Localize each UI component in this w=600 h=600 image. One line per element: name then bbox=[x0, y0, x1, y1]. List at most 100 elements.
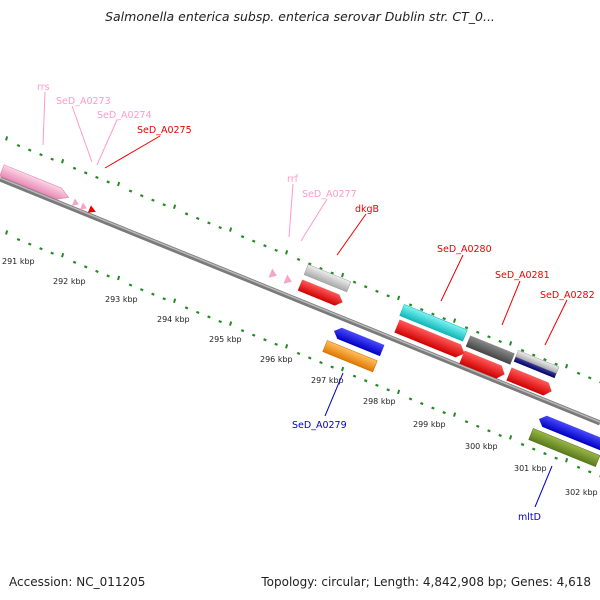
outer-major-tick bbox=[285, 250, 289, 255]
gene-label-rrs[interactable]: rrs bbox=[37, 82, 50, 93]
inner-major-tick bbox=[173, 298, 177, 304]
inner-minor-tick bbox=[464, 420, 469, 424]
inner-minor-tick bbox=[543, 452, 547, 456]
inner-minor-tick bbox=[576, 465, 581, 469]
sed-a0277-feature[interactable] bbox=[283, 274, 293, 286]
gene-label-sed-a0279[interactable]: SeD_A0279 bbox=[292, 420, 347, 431]
inner-minor-tick bbox=[151, 292, 155, 296]
sed-a0282-leader bbox=[544, 299, 568, 346]
inner-minor-tick bbox=[442, 411, 446, 415]
label-leader-lines bbox=[42, 91, 568, 508]
outer-minor-tick bbox=[263, 244, 267, 248]
genome-backbone-highlight bbox=[0, 177, 600, 423]
sed-a0275-feature[interactable] bbox=[87, 205, 97, 215]
inner-major-tick bbox=[453, 412, 457, 417]
inner-minor-tick bbox=[587, 470, 592, 474]
inner-minor-tick bbox=[83, 265, 88, 269]
outer-major-tick bbox=[117, 181, 121, 187]
outer-minor-tick bbox=[352, 280, 357, 284]
sed-a0282-navy-feature[interactable] bbox=[513, 356, 557, 379]
dkgb-feature[interactable] bbox=[297, 279, 345, 307]
kbp-label: 297 kbp bbox=[311, 376, 344, 385]
outer-minor-tick bbox=[576, 371, 581, 375]
inner-minor-tick bbox=[184, 306, 189, 310]
outer-minor-tick bbox=[475, 330, 480, 334]
outer-minor-tick bbox=[498, 339, 502, 343]
outer-minor-tick bbox=[151, 198, 155, 202]
outer-major-tick bbox=[229, 227, 233, 232]
inner-minor-tick bbox=[408, 397, 413, 401]
kbp-label: 301 kbp bbox=[514, 464, 547, 473]
outer-major-tick bbox=[61, 158, 65, 164]
gene-label-sed-a0281[interactable]: SeD_A0281 bbox=[495, 270, 550, 281]
inner-minor-tick bbox=[39, 247, 43, 251]
inner-minor-tick bbox=[386, 388, 390, 392]
inner-minor-tick bbox=[520, 442, 525, 447]
sed-a0279-feature[interactable] bbox=[322, 340, 378, 373]
inner-major-tick bbox=[397, 389, 401, 395]
outer-minor-tick bbox=[128, 189, 133, 193]
inner-major-tick bbox=[229, 321, 233, 326]
kbp-label-group: 291 kbp 292 kbp 293 kbp 294 kbp 295 kbp 296 k… bbox=[2, 257, 598, 497]
outer-minor-tick bbox=[240, 235, 245, 239]
inner-minor-tick bbox=[128, 283, 133, 287]
gene-label-rrf[interactable]: rrf bbox=[287, 174, 299, 185]
gene-label-sed-a0275[interactable]: SeD_A0275 bbox=[137, 125, 192, 136]
inner-minor-tick bbox=[554, 456, 558, 460]
outer-minor-tick bbox=[39, 153, 43, 157]
gene-label-sed-a0282[interactable]: SeD_A0282 bbox=[540, 290, 595, 301]
gene-label-sed-a0277[interactable]: SeD_A0277 bbox=[302, 189, 357, 200]
sed-a0274-leader bbox=[96, 119, 118, 166]
inner-minor-tick bbox=[319, 360, 323, 365]
outer-minor-tick bbox=[195, 216, 200, 220]
inner-minor-tick bbox=[352, 374, 357, 378]
inner-major-tick bbox=[61, 252, 65, 258]
kbp-label: 293 kbp bbox=[105, 295, 138, 304]
inner-minor-tick bbox=[363, 379, 368, 383]
forward-strand-features bbox=[0, 164, 560, 398]
kbp-label: 296 kbp bbox=[260, 355, 293, 364]
genome-backbone bbox=[0, 176, 600, 426]
outer-minor-tick bbox=[274, 248, 278, 252]
gene-label-dkgb[interactable]: dkgB bbox=[355, 204, 379, 215]
rrs-feature[interactable] bbox=[0, 164, 71, 203]
inner-minor-tick bbox=[419, 401, 424, 406]
accession-text: Accession: NC_011205 bbox=[9, 575, 146, 589]
outer-minor-tick bbox=[419, 307, 424, 312]
sed-a0273-feature[interactable] bbox=[71, 198, 81, 208]
gene-label-sed-a0280[interactable]: SeD_A0280 bbox=[437, 244, 492, 255]
kbp-label: 300 kbp bbox=[465, 442, 498, 451]
rrf-leader bbox=[288, 183, 294, 238]
sed-a0280-feature[interactable] bbox=[394, 319, 467, 360]
outer-minor-tick bbox=[251, 239, 256, 243]
gene-label-sed-a0274[interactable]: SeD_A0274 bbox=[97, 110, 152, 121]
kbp-label: 292 kbp bbox=[53, 277, 86, 286]
sed-a0275-leader bbox=[104, 135, 161, 169]
inner-major-tick bbox=[285, 344, 289, 349]
dkgb-gray-feature[interactable] bbox=[303, 264, 352, 293]
outer-minor-tick bbox=[16, 143, 21, 148]
outer-tick-row bbox=[5, 136, 600, 384]
outer-minor-tick bbox=[554, 362, 558, 366]
sed-a0281-feature[interactable] bbox=[459, 350, 507, 381]
sed-a0281-leader bbox=[501, 280, 521, 326]
inner-minor-tick bbox=[531, 447, 536, 451]
sed-a0280-cyan-feature[interactable] bbox=[399, 304, 468, 342]
mltd-feature[interactable] bbox=[528, 428, 600, 467]
sed-a0282-feature[interactable] bbox=[506, 367, 554, 398]
sed-a0281-dark-feature[interactable] bbox=[465, 335, 515, 365]
mltd-blue-feature[interactable] bbox=[537, 413, 600, 451]
outer-minor-tick bbox=[363, 285, 368, 289]
gene-label-sed-a0273[interactable]: SeD_A0273 bbox=[56, 96, 111, 107]
outer-minor-tick bbox=[464, 326, 469, 330]
sed-a0279-blue-feature[interactable] bbox=[332, 325, 385, 357]
sed-a0274-feature[interactable] bbox=[79, 202, 89, 212]
outer-minor-tick bbox=[319, 266, 323, 271]
inner-minor-tick bbox=[27, 242, 32, 246]
sed-a0273-leader bbox=[71, 105, 93, 163]
rrf-feature[interactable] bbox=[268, 268, 278, 280]
gene-label-mltd[interactable]: mltD bbox=[518, 512, 541, 523]
outer-minor-tick bbox=[139, 194, 144, 198]
outer-minor-tick bbox=[83, 171, 88, 175]
